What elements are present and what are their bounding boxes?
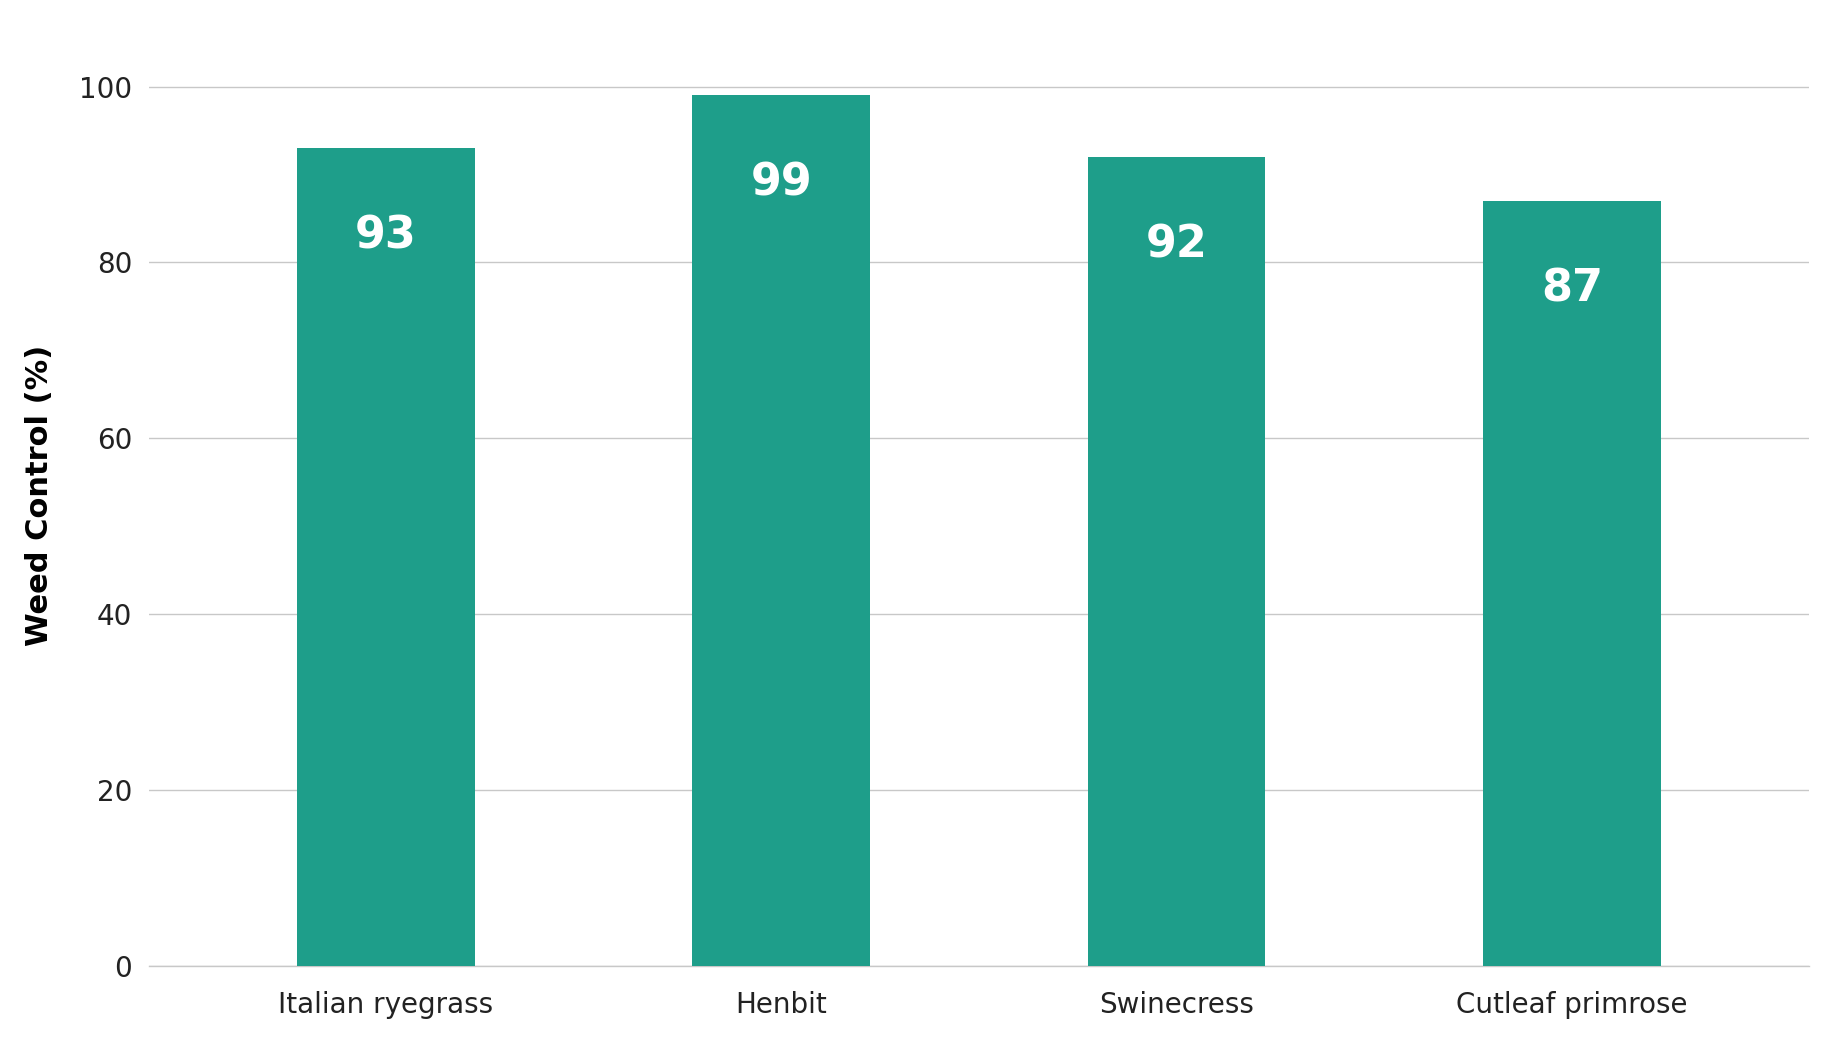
Y-axis label: Weed Control (%): Weed Control (%) [26,345,53,646]
Text: 93: 93 [356,215,416,258]
Text: 99: 99 [750,162,812,205]
Text: 92: 92 [1146,223,1207,266]
Bar [297,148,475,966]
Text: 87: 87 [1541,267,1603,310]
Bar [1484,200,1662,966]
Bar [1088,157,1265,966]
Bar [691,95,869,966]
